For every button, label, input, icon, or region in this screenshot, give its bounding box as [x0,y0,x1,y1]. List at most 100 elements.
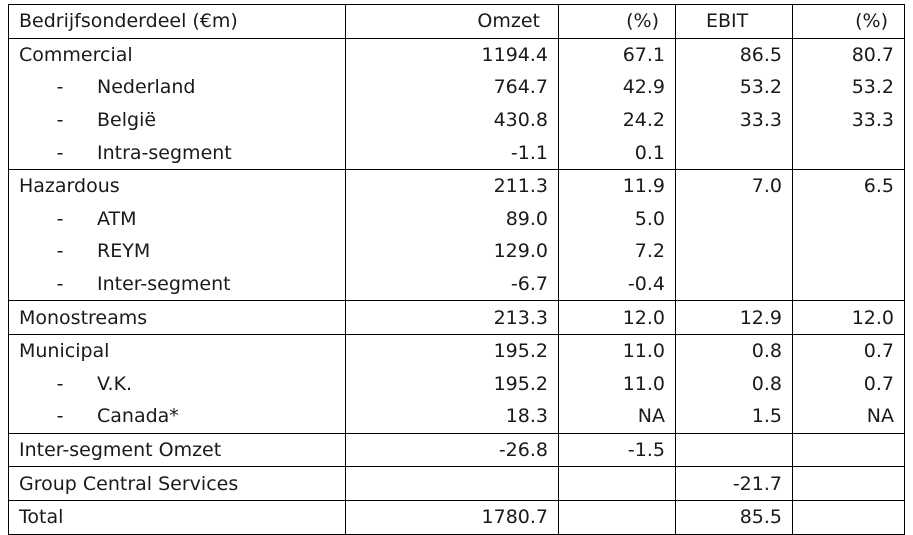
table-row: - Inter-segment -6.7 -0.4 [8,267,905,301]
row-ebit-pct [792,466,905,501]
row-omzet-pct: -1.5 [558,432,676,467]
bullet-dash: - [56,109,64,132]
row-ebit-pct [792,432,905,467]
table-row: - ATM 89.0 5.0 [8,202,905,236]
table-row: - Nederland 764.7 42.9 53.2 53.2 [8,71,905,104]
bullet-dash: - [56,273,64,296]
row-ebit: 85.5 [675,499,793,535]
row-omzet: 213.3 [345,300,559,335]
row-ebit: 1.5 [675,400,793,434]
row-ebit-pct [792,499,905,535]
row-omzet-pct: 11.0 [558,333,676,368]
row-omzet: 195.2 [345,333,559,368]
bullet-dash: - [56,372,64,395]
header-omzet: Omzet [345,4,559,39]
row-ebit: -21.7 [675,466,793,501]
segment-table-container: Bedrijfsonderdeel (€m) Omzet (%) EBIT (%… [8,4,905,535]
row-label: Commercial [8,38,346,72]
row-omzet: 129.0 [345,235,559,268]
row-label: Monostreams [8,300,346,335]
row-label-cell: - Nederland [8,71,346,104]
table-row: Hazardous 211.3 11.9 7.0 6.5 [8,168,905,203]
row-ebit [675,432,793,467]
row-ebit-pct: NA [792,400,905,434]
row-ebit-pct: 80.7 [792,38,905,72]
row-omzet-pct: 67.1 [558,38,676,72]
segment-results-table: Bedrijfsonderdeel (€m) Omzet (%) EBIT (%… [8,4,905,535]
row-omzet-pct: 12.0 [558,300,676,335]
row-omzet: -26.8 [345,432,559,467]
row-ebit: 53.2 [675,71,793,104]
header-segment: Bedrijfsonderdeel (€m) [8,4,346,39]
row-label-cell: - Canada* [8,400,346,434]
row-ebit-pct: 0.7 [792,367,905,401]
row-label: V.K. [97,372,133,395]
row-ebit-pct: 12.0 [792,300,905,335]
row-label-cell: - Inter-segment [8,267,346,301]
row-omzet-pct: 24.2 [558,103,676,137]
bullet-dash: - [56,207,64,230]
row-ebit: 0.8 [675,367,793,401]
row-ebit-pct [792,235,905,268]
table-row: Inter-segment Omzet -26.8 -1.5 [8,432,905,467]
row-omzet-pct [558,466,676,501]
header-ebit-pct: (%) [792,4,905,39]
row-omzet: 18.3 [345,400,559,434]
bullet-dash: - [56,240,64,263]
row-ebit: 86.5 [675,38,793,72]
row-omzet-pct [558,499,676,535]
row-omzet: 430.8 [345,103,559,137]
row-label: België [97,109,157,132]
header-omzet-pct: (%) [558,4,676,39]
row-ebit: 0.8 [675,333,793,368]
row-label: Canada* [97,405,179,428]
row-omzet [345,466,559,501]
row-omzet-pct: -0.4 [558,267,676,301]
row-ebit-pct [792,267,905,301]
bullet-dash: - [56,405,64,428]
row-label-cell: - V.K. [8,367,346,401]
row-ebit [675,202,793,236]
row-label: Total [8,499,346,535]
row-omzet-pct: 7.2 [558,235,676,268]
row-omzet: 195.2 [345,367,559,401]
row-omzet: 1194.4 [345,38,559,72]
row-omzet-pct: 42.9 [558,71,676,104]
row-omzet-pct: 0.1 [558,136,676,170]
row-ebit [675,267,793,301]
row-omzet-pct: 5.0 [558,202,676,236]
row-label-cell: - Intra-segment [8,136,346,170]
row-ebit: 7.0 [675,168,793,203]
row-omzet: 1780.7 [345,499,559,535]
table-row: Commercial 1194.4 67.1 86.5 80.7 [8,38,905,72]
table-row: - Intra-segment -1.1 0.1 [8,136,905,170]
row-omzet: 764.7 [345,71,559,104]
row-ebit [675,136,793,170]
row-ebit-pct [792,136,905,170]
row-ebit-pct [792,202,905,236]
row-omzet: -1.1 [345,136,559,170]
table-row: - België 430.8 24.2 33.3 33.3 [8,103,905,137]
bullet-dash: - [56,76,64,99]
row-ebit: 33.3 [675,103,793,137]
row-label-cell: - België [8,103,346,137]
row-ebit-pct: 6.5 [792,168,905,203]
row-label: Nederland [97,76,196,99]
row-ebit [675,235,793,268]
row-label: Hazardous [8,168,346,203]
row-omzet: 211.3 [345,168,559,203]
row-omzet: -6.7 [345,267,559,301]
row-label: Municipal [8,333,346,368]
row-ebit-pct: 53.2 [792,71,905,104]
row-ebit: 12.9 [675,300,793,335]
header-ebit: EBIT [675,4,793,39]
row-label: Inter-segment [97,273,231,296]
row-label: REYM [97,240,151,263]
table-row: Monostreams 213.3 12.0 12.9 12.0 [8,300,905,335]
row-ebit-pct: 0.7 [792,333,905,368]
bullet-dash: - [56,141,64,164]
table-row-total: Total 1780.7 85.5 [8,499,905,535]
row-omzet-pct: 11.0 [558,367,676,401]
table-row: - Canada* 18.3 NA 1.5 NA [8,400,905,434]
row-label: Inter-segment Omzet [8,432,346,467]
